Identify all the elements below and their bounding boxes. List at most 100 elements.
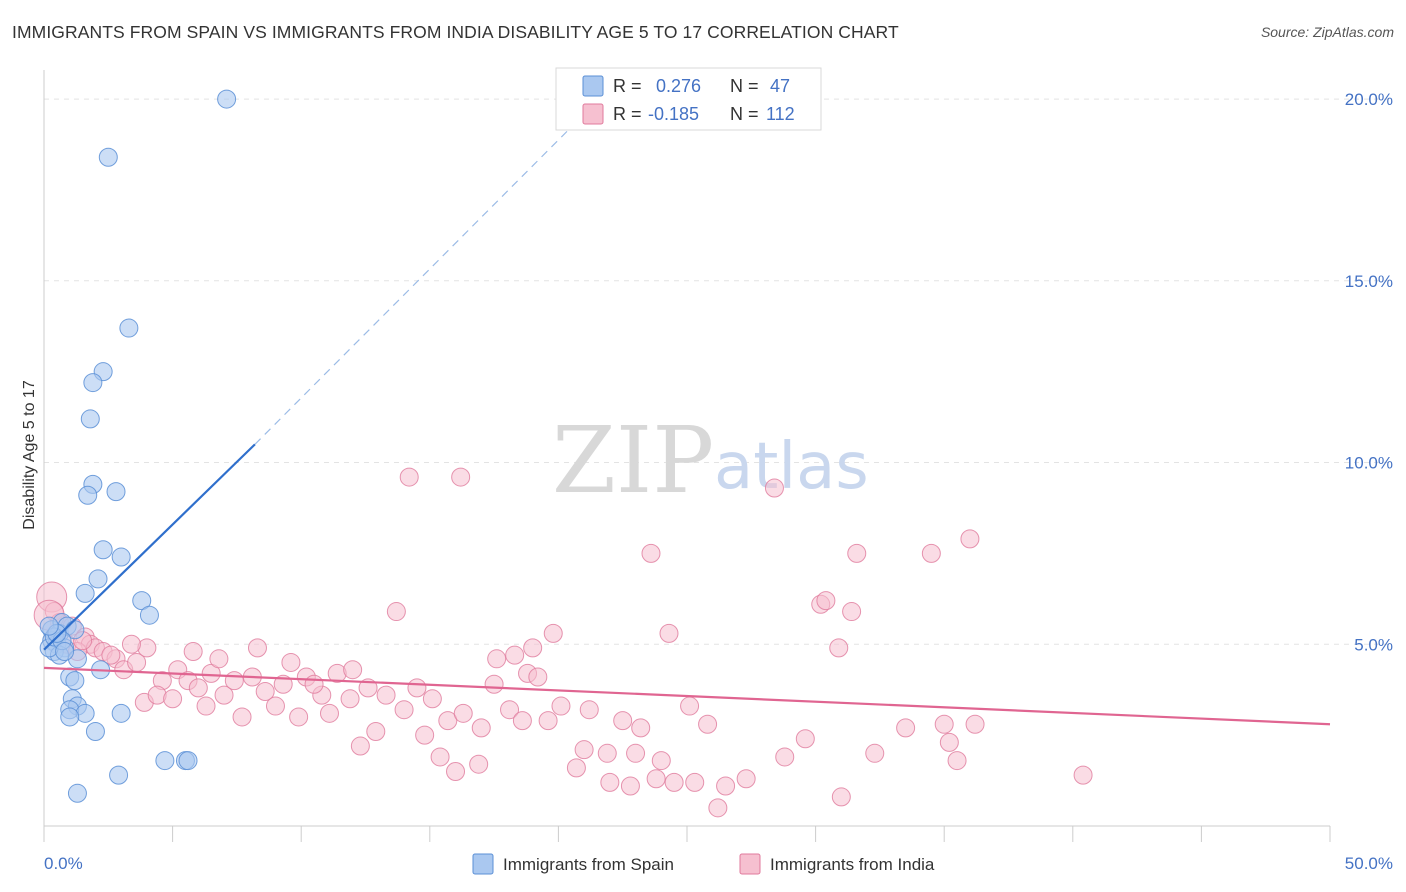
india-point (422, 689, 442, 709)
india-point (196, 696, 216, 716)
legend-swatch-india (739, 853, 761, 875)
india-point (407, 678, 427, 698)
india-point (386, 602, 406, 622)
india-point (736, 769, 756, 789)
chart-title: IMMIGRANTS FROM SPAIN VS IMMIGRANTS FROM… (12, 22, 899, 42)
india-point (939, 732, 959, 752)
india-point (484, 674, 504, 694)
stats-spain-n-value: 47 (770, 76, 790, 96)
india-point (343, 660, 363, 680)
india-point (613, 711, 633, 731)
india-point (847, 543, 867, 563)
india-point (430, 747, 450, 767)
india-point (842, 602, 862, 622)
india-point (265, 696, 285, 716)
india-point (698, 714, 718, 734)
india-point (664, 772, 684, 792)
india-point (188, 678, 208, 698)
india-point (214, 685, 234, 705)
india-point (438, 711, 458, 731)
spain-point (178, 751, 198, 771)
india-point (538, 711, 558, 731)
india-point (551, 696, 571, 716)
india-point (829, 638, 849, 658)
y-tick-label: 20.0% (1345, 90, 1393, 109)
india-point (641, 543, 661, 563)
india-point (775, 747, 795, 767)
india-point (543, 623, 563, 643)
india-point (471, 718, 491, 738)
india-point (137, 638, 157, 658)
legend-swatch-spain (472, 853, 494, 875)
india-point (319, 703, 339, 723)
spain-point (119, 318, 139, 338)
spain-point (217, 89, 237, 109)
india-point (376, 685, 396, 705)
spain-point (98, 147, 118, 167)
stats-spain-r-value: 0.276 (656, 76, 701, 96)
india-point (708, 798, 728, 818)
india-point (816, 591, 836, 611)
india-point (101, 645, 121, 665)
watermark-atlas: atlas (714, 430, 869, 504)
spain-point (155, 751, 175, 771)
spain-point (78, 485, 98, 505)
spain-point (60, 707, 80, 727)
spain-point (106, 482, 126, 502)
spain-point (85, 722, 105, 741)
spain-point (80, 409, 100, 429)
watermark-zip: ZIP (552, 407, 714, 514)
spain-point (75, 703, 95, 723)
stats-india-r-value: -0.185 (648, 104, 699, 124)
stats-box: R = 0.276 N = 47 R = -0.185 N = 112 (555, 67, 822, 131)
india-point (289, 707, 309, 727)
india-point (831, 787, 851, 807)
india-point (232, 707, 252, 727)
india-point (631, 718, 651, 738)
india-point (528, 667, 548, 687)
india-point (366, 722, 386, 741)
y-tick-label: 15.0% (1345, 272, 1393, 291)
legend-label-spain: Immigrants from Spain (503, 855, 674, 874)
india-point (340, 689, 360, 709)
india-point (921, 543, 941, 563)
spain-point (75, 583, 95, 603)
y-tick-label: 5.0% (1354, 635, 1393, 654)
source-credit: Source: ZipAtlas.com (1260, 24, 1394, 40)
india-point (273, 674, 293, 694)
y-axis-label: Disability Age 5 to 17 (21, 380, 38, 530)
axes (43, 70, 1331, 842)
india-point (1073, 765, 1093, 785)
india-point (487, 649, 507, 669)
india-point (505, 645, 525, 665)
india-point (183, 642, 203, 662)
india-point (209, 649, 229, 669)
stats-swatch-india (582, 103, 604, 125)
legend-label-india: Immigrants from India (770, 855, 935, 874)
stats-spain-r-label: R = (613, 76, 642, 96)
india-point (896, 718, 916, 738)
india-point (597, 743, 617, 763)
spain-point (111, 703, 131, 723)
india-point (451, 467, 471, 487)
spain-point (93, 540, 113, 560)
spain-point (139, 605, 159, 625)
stats-india-n-label: N = (730, 104, 759, 124)
india-point (680, 696, 700, 716)
india-point (620, 776, 640, 796)
india-point (523, 638, 543, 658)
spain-point (111, 547, 131, 567)
india-point (121, 634, 141, 654)
india-point (453, 703, 473, 723)
india-point (934, 714, 954, 734)
india-point (147, 685, 167, 705)
stats-spain-n-label: N = (730, 76, 759, 96)
x-tick-label: 50.0% (1345, 854, 1393, 873)
spain-point (55, 642, 75, 662)
x-tick-label: 0.0% (44, 854, 83, 873)
spain-trend-extension (254, 124, 575, 445)
india-point (685, 772, 705, 792)
trend-lines (43, 124, 1331, 726)
india-point (469, 754, 489, 774)
